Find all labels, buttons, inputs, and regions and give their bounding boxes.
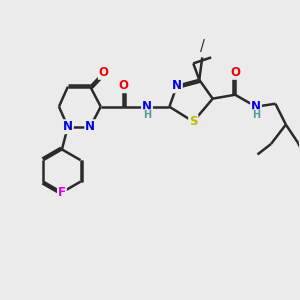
Text: N: N	[85, 120, 95, 133]
Text: S: S	[189, 115, 197, 128]
Text: H: H	[143, 110, 151, 120]
Text: N: N	[142, 100, 152, 113]
Text: N: N	[172, 79, 182, 92]
Text: /: /	[200, 39, 205, 54]
Text: O: O	[118, 79, 128, 92]
Text: O: O	[99, 66, 109, 79]
Text: H: H	[252, 110, 260, 120]
Text: N: N	[63, 120, 73, 133]
Text: F: F	[58, 186, 66, 199]
Text: O: O	[230, 66, 240, 79]
Text: N: N	[251, 100, 261, 113]
